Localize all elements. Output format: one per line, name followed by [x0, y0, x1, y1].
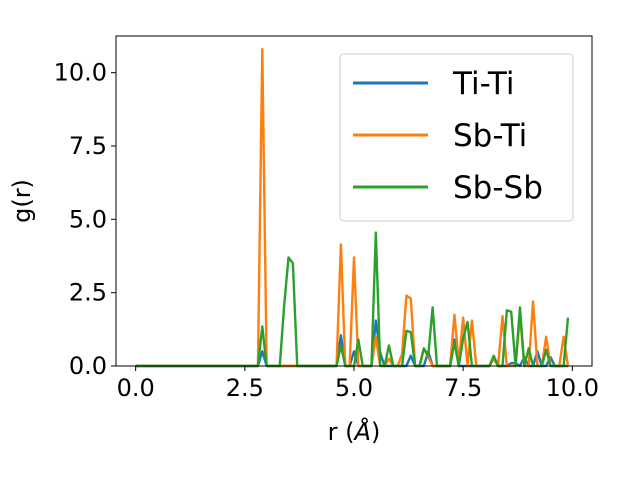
- y-tick-label: 7.5: [69, 132, 107, 160]
- y-tick-label: 0.0: [69, 352, 107, 380]
- y-axis-ticks: 0.0 2.5 5.0 7.5 10.0: [54, 59, 116, 380]
- legend-label-sb-ti: Sb-Ti: [453, 118, 527, 154]
- legend: Ti-Ti Sb-Ti Sb-Sb: [339, 53, 574, 222]
- y-axis-label: g(r): [8, 179, 36, 223]
- x-tick-label: 10.0: [546, 374, 599, 402]
- x-tick-label: 7.5: [444, 374, 482, 402]
- x-tick-label: 2.5: [226, 374, 264, 402]
- legend-label-ti-ti: Ti-Ti: [452, 66, 515, 102]
- y-tick-label: 2.5: [69, 279, 107, 307]
- y-tick-label: 10.0: [54, 59, 107, 87]
- x-tick-label: 5.0: [335, 374, 373, 402]
- x-tick-label: 0.0: [117, 374, 155, 402]
- y-tick-label: 5.0: [69, 205, 107, 233]
- x-axis-label: r (Å): [328, 417, 381, 446]
- x-axis-ticks: 0.0 2.5 5.0 7.5 10.0: [117, 366, 599, 402]
- legend-label-sb-sb: Sb-Sb: [453, 170, 543, 206]
- legend-entries: Ti-Ti Sb-Ti Sb-Sb: [353, 66, 543, 206]
- legend-box: [339, 53, 574, 222]
